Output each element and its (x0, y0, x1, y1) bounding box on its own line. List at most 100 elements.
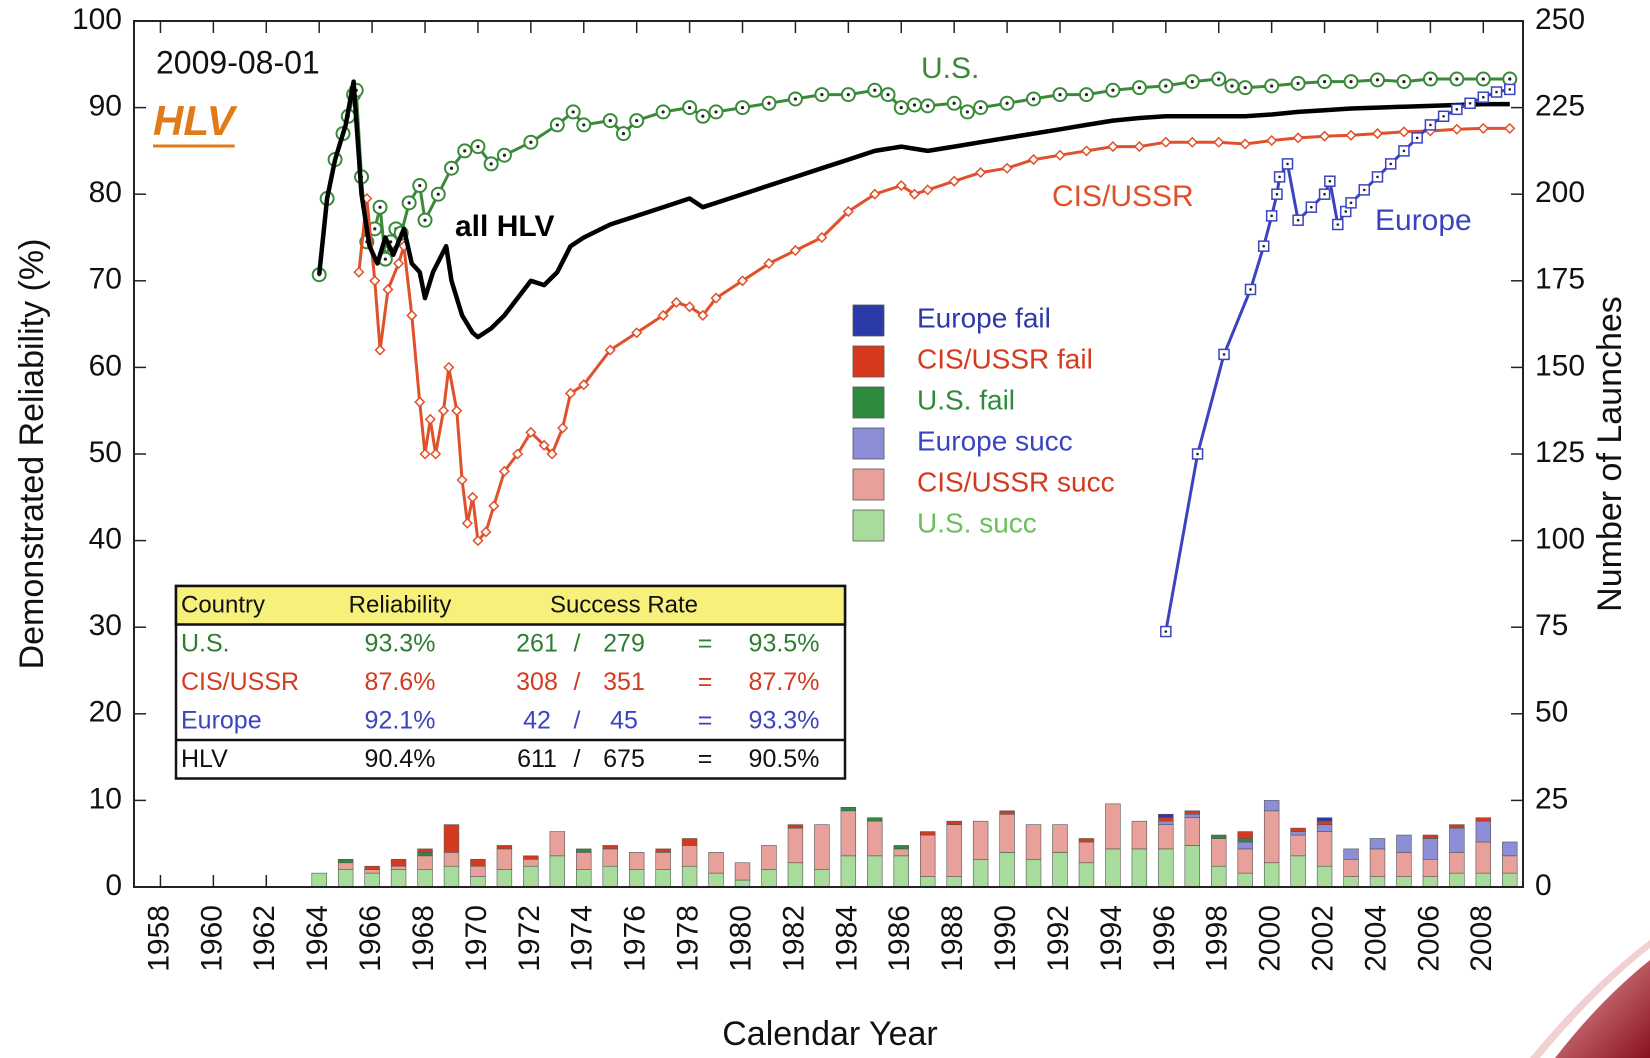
marker (406, 309, 418, 322)
series-group (353, 122, 1516, 547)
marker-dot (1249, 288, 1252, 291)
marker-dot (714, 110, 718, 114)
table-cell: / (574, 668, 581, 696)
plot-frame (133, 20, 1524, 888)
bar-segment (867, 817, 883, 822)
y2-tick-label: 175 (1535, 263, 1585, 296)
bar-segment (470, 865, 486, 877)
x-tick-label: 1998 (1201, 905, 1234, 972)
bar-segment (814, 824, 830, 870)
y2-axis-title: Number of Launches (1591, 296, 1629, 612)
bar-segment (1502, 841, 1518, 857)
table-header: Reliability (349, 592, 452, 619)
bar-segment (946, 820, 962, 825)
marker (488, 500, 500, 512)
table-header: Success Rate (550, 592, 698, 619)
marker-dot (476, 144, 480, 149)
bar-segment (470, 858, 486, 867)
bar-segment (655, 852, 671, 870)
marker-dot (1468, 101, 1472, 105)
bar-segment (364, 872, 380, 888)
marker (1292, 132, 1304, 144)
bar-segment (1475, 872, 1492, 888)
bar-segment (602, 848, 618, 867)
bar-segment (681, 865, 698, 888)
bar-segment (628, 869, 645, 888)
bar-segment (1263, 810, 1280, 864)
x-tick-label: 1992 (1042, 905, 1075, 972)
marker (437, 405, 450, 417)
table-cell: / (574, 745, 581, 773)
marker (1054, 149, 1066, 161)
table-cell: Europe (181, 706, 262, 734)
bar-segment (1316, 824, 1333, 832)
marker (467, 491, 479, 503)
marker-dot (926, 104, 930, 108)
bar-segment (1290, 834, 1306, 857)
marker-dot (912, 103, 917, 107)
series-group (1160, 83, 1516, 638)
marker-dot (582, 123, 586, 127)
marker-dot (1455, 108, 1459, 111)
marker-dot (1376, 175, 1379, 179)
bar-segment (1290, 831, 1306, 836)
bar-segment (1316, 865, 1333, 888)
marker (480, 526, 492, 538)
table-cell: 351 (603, 668, 645, 696)
marker-dot (846, 93, 850, 97)
marker-dot (1402, 80, 1406, 84)
marker-dot (418, 183, 422, 188)
bar-segment (734, 879, 751, 888)
x-tick-label: 1994 (1095, 905, 1128, 972)
marker (1213, 136, 1225, 148)
marker (382, 283, 394, 296)
table-cell: 87.7% (749, 668, 820, 696)
bar-segment (602, 865, 618, 888)
bar-segment (787, 827, 804, 864)
bar-segment (390, 858, 407, 867)
marker (1477, 122, 1489, 134)
table-cell: 93.3% (365, 629, 436, 657)
marker (557, 422, 569, 434)
marker (538, 439, 550, 451)
marker-dot (1508, 77, 1512, 81)
table-cell: 279 (603, 629, 645, 657)
y2-tick-label: 75 (1535, 609, 1568, 642)
bar-segment (576, 869, 592, 888)
y2-tick-label: 100 (1535, 523, 1585, 556)
marker-dot (463, 149, 467, 153)
marker-dot (1296, 218, 1300, 222)
bar-segment (1158, 824, 1174, 850)
marker (1319, 130, 1331, 142)
bar-segment (417, 855, 433, 870)
bar-segment (1211, 834, 1227, 839)
bar-segment (1449, 827, 1465, 853)
bar-segment (840, 810, 857, 857)
y-tick-label: 100 (72, 3, 122, 36)
marker-dot (1482, 95, 1485, 99)
marker-dot (502, 153, 506, 157)
marker-dot (608, 118, 612, 123)
marker (895, 179, 907, 192)
bar-segment (417, 848, 433, 853)
marker (1186, 136, 1198, 148)
bar-segment (787, 824, 804, 829)
bar-segment (1422, 876, 1439, 888)
bar-segment (1449, 824, 1465, 829)
bar-segment (1184, 810, 1200, 815)
x-tick-label: 1964 (301, 905, 334, 972)
bar-segment (893, 845, 909, 850)
y2-tick-label: 200 (1535, 176, 1585, 209)
marker (816, 231, 828, 244)
x-tick-label: 1974 (566, 905, 599, 972)
marker-dot (621, 131, 626, 136)
marker-dot (1310, 205, 1313, 209)
x-tick-label: 1968 (407, 905, 440, 972)
marker-dot (1362, 188, 1366, 192)
bar-segment (1025, 858, 1042, 888)
bar-segment (1422, 838, 1439, 860)
table-cell: 93.3% (749, 706, 820, 734)
bar-segment (1343, 848, 1359, 860)
marker-dot (1278, 175, 1281, 179)
marker (512, 448, 524, 460)
